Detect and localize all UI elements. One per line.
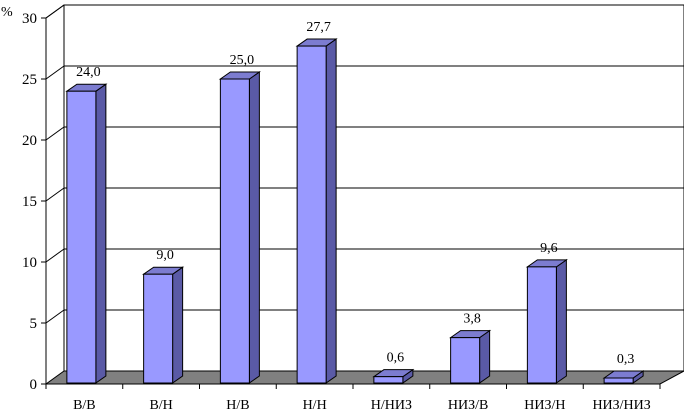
x-tick-label: Н/НИЗ bbox=[371, 398, 412, 413]
bar-side bbox=[248, 71, 260, 384]
bar-front bbox=[450, 337, 481, 384]
y-tick-label: 0 bbox=[30, 377, 38, 393]
chart-floor bbox=[44, 370, 684, 385]
floor-plane bbox=[44, 370, 684, 385]
x-tick-label: НИЗ/В bbox=[448, 398, 488, 413]
data-label: 0,6 bbox=[387, 351, 405, 366]
y-axis-label: % bbox=[1, 5, 13, 20]
data-label: 25,0 bbox=[230, 53, 255, 68]
data-label: 3,8 bbox=[463, 312, 481, 327]
gridline-side bbox=[45, 65, 65, 80]
gridline-side bbox=[45, 4, 65, 19]
bar-front bbox=[526, 266, 557, 384]
x-axis: В/В В/Н Н/В Н/Н Н/НИЗ НИЗ/В НИЗ/Н НИЗ/НИЗ bbox=[45, 383, 661, 413]
y-axis: 0 5 10 15 20 25 30 bbox=[22, 11, 47, 393]
bars bbox=[65, 38, 645, 384]
bar-front bbox=[296, 45, 327, 384]
bar-front bbox=[66, 90, 97, 384]
y-tick-label: 10 bbox=[22, 255, 37, 271]
y-tick-label: 5 bbox=[30, 316, 38, 332]
gridline-side bbox=[45, 248, 65, 263]
gridline-side bbox=[45, 309, 65, 324]
bar bbox=[525, 258, 568, 384]
data-label: 9,6 bbox=[540, 241, 558, 256]
bar bbox=[602, 370, 645, 384]
bar-side bbox=[555, 258, 567, 384]
x-tick-label: НИЗ/Н bbox=[524, 398, 565, 413]
data-label: 0,3 bbox=[617, 352, 635, 367]
bar-front bbox=[373, 376, 404, 384]
bar bbox=[295, 38, 338, 384]
y-tick-label: 25 bbox=[22, 72, 37, 88]
bar bbox=[218, 71, 261, 384]
bar-front bbox=[219, 78, 250, 384]
bar-side bbox=[479, 329, 491, 384]
bar bbox=[372, 368, 415, 384]
bar-side bbox=[95, 83, 107, 384]
x-tick-label: В/Н bbox=[149, 398, 172, 413]
data-label: 27,7 bbox=[306, 20, 331, 35]
bar bbox=[449, 329, 492, 384]
data-label: 24,0 bbox=[76, 65, 101, 80]
y-tick-label: 20 bbox=[22, 133, 37, 149]
gridlines bbox=[45, 4, 684, 324]
bar-front bbox=[143, 273, 174, 384]
bar-side bbox=[325, 38, 337, 384]
x-tick-label: Н/В bbox=[226, 398, 249, 413]
data-labels: 24,0 9,0 25,0 27,7 0,6 3,8 9,6 0,3 bbox=[76, 20, 634, 367]
bar-front bbox=[603, 377, 634, 384]
gridline-side bbox=[45, 187, 65, 202]
gridline-side bbox=[45, 126, 65, 141]
x-tick-label: НИЗ/НИЗ bbox=[592, 398, 650, 413]
bar bbox=[142, 266, 185, 384]
x-tick-label: В/В bbox=[73, 398, 96, 413]
bar bbox=[65, 83, 108, 384]
x-tick-label: Н/Н bbox=[303, 398, 327, 413]
y-tick-label: 15 bbox=[22, 194, 37, 210]
data-label: 9,0 bbox=[156, 248, 174, 263]
y-tick-label: 30 bbox=[22, 11, 37, 27]
bar-side bbox=[172, 266, 184, 384]
